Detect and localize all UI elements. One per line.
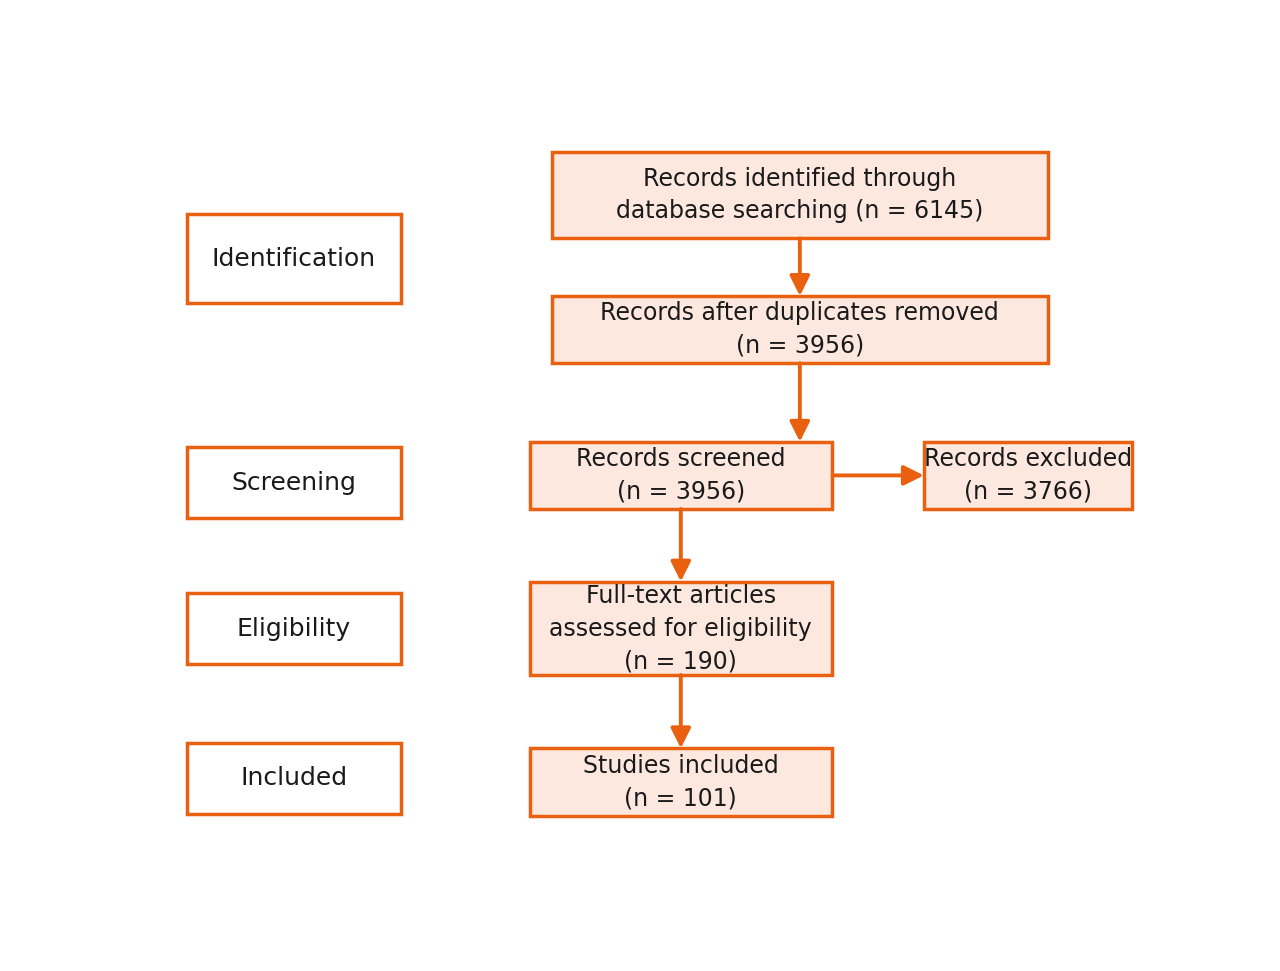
Text: Eligibility: Eligibility (237, 617, 351, 641)
Text: Screening: Screening (232, 471, 356, 495)
Bar (530, 442, 832, 509)
Bar (187, 593, 401, 664)
Bar (187, 743, 401, 814)
Bar (187, 448, 401, 519)
Bar (530, 749, 832, 816)
Text: Records after duplicates removed
(n = 3956): Records after duplicates removed (n = 39… (600, 301, 1000, 358)
Text: Records screened
(n = 3956): Records screened (n = 3956) (576, 447, 786, 504)
Text: Records excluded
(n = 3766): Records excluded (n = 3766) (924, 447, 1132, 504)
Text: Identification: Identification (212, 247, 376, 271)
Bar (924, 442, 1133, 509)
Bar (187, 214, 401, 303)
Text: Studies included
(n = 101): Studies included (n = 101) (582, 753, 778, 810)
Text: Included: Included (241, 766, 347, 790)
Bar (552, 152, 1048, 238)
Bar (552, 296, 1048, 363)
Text: Full-text articles
assessed for eligibility
(n = 190): Full-text articles assessed for eligibil… (549, 585, 813, 673)
Bar (530, 582, 832, 676)
Text: Records identified through
database searching (n = 6145): Records identified through database sear… (616, 167, 983, 223)
